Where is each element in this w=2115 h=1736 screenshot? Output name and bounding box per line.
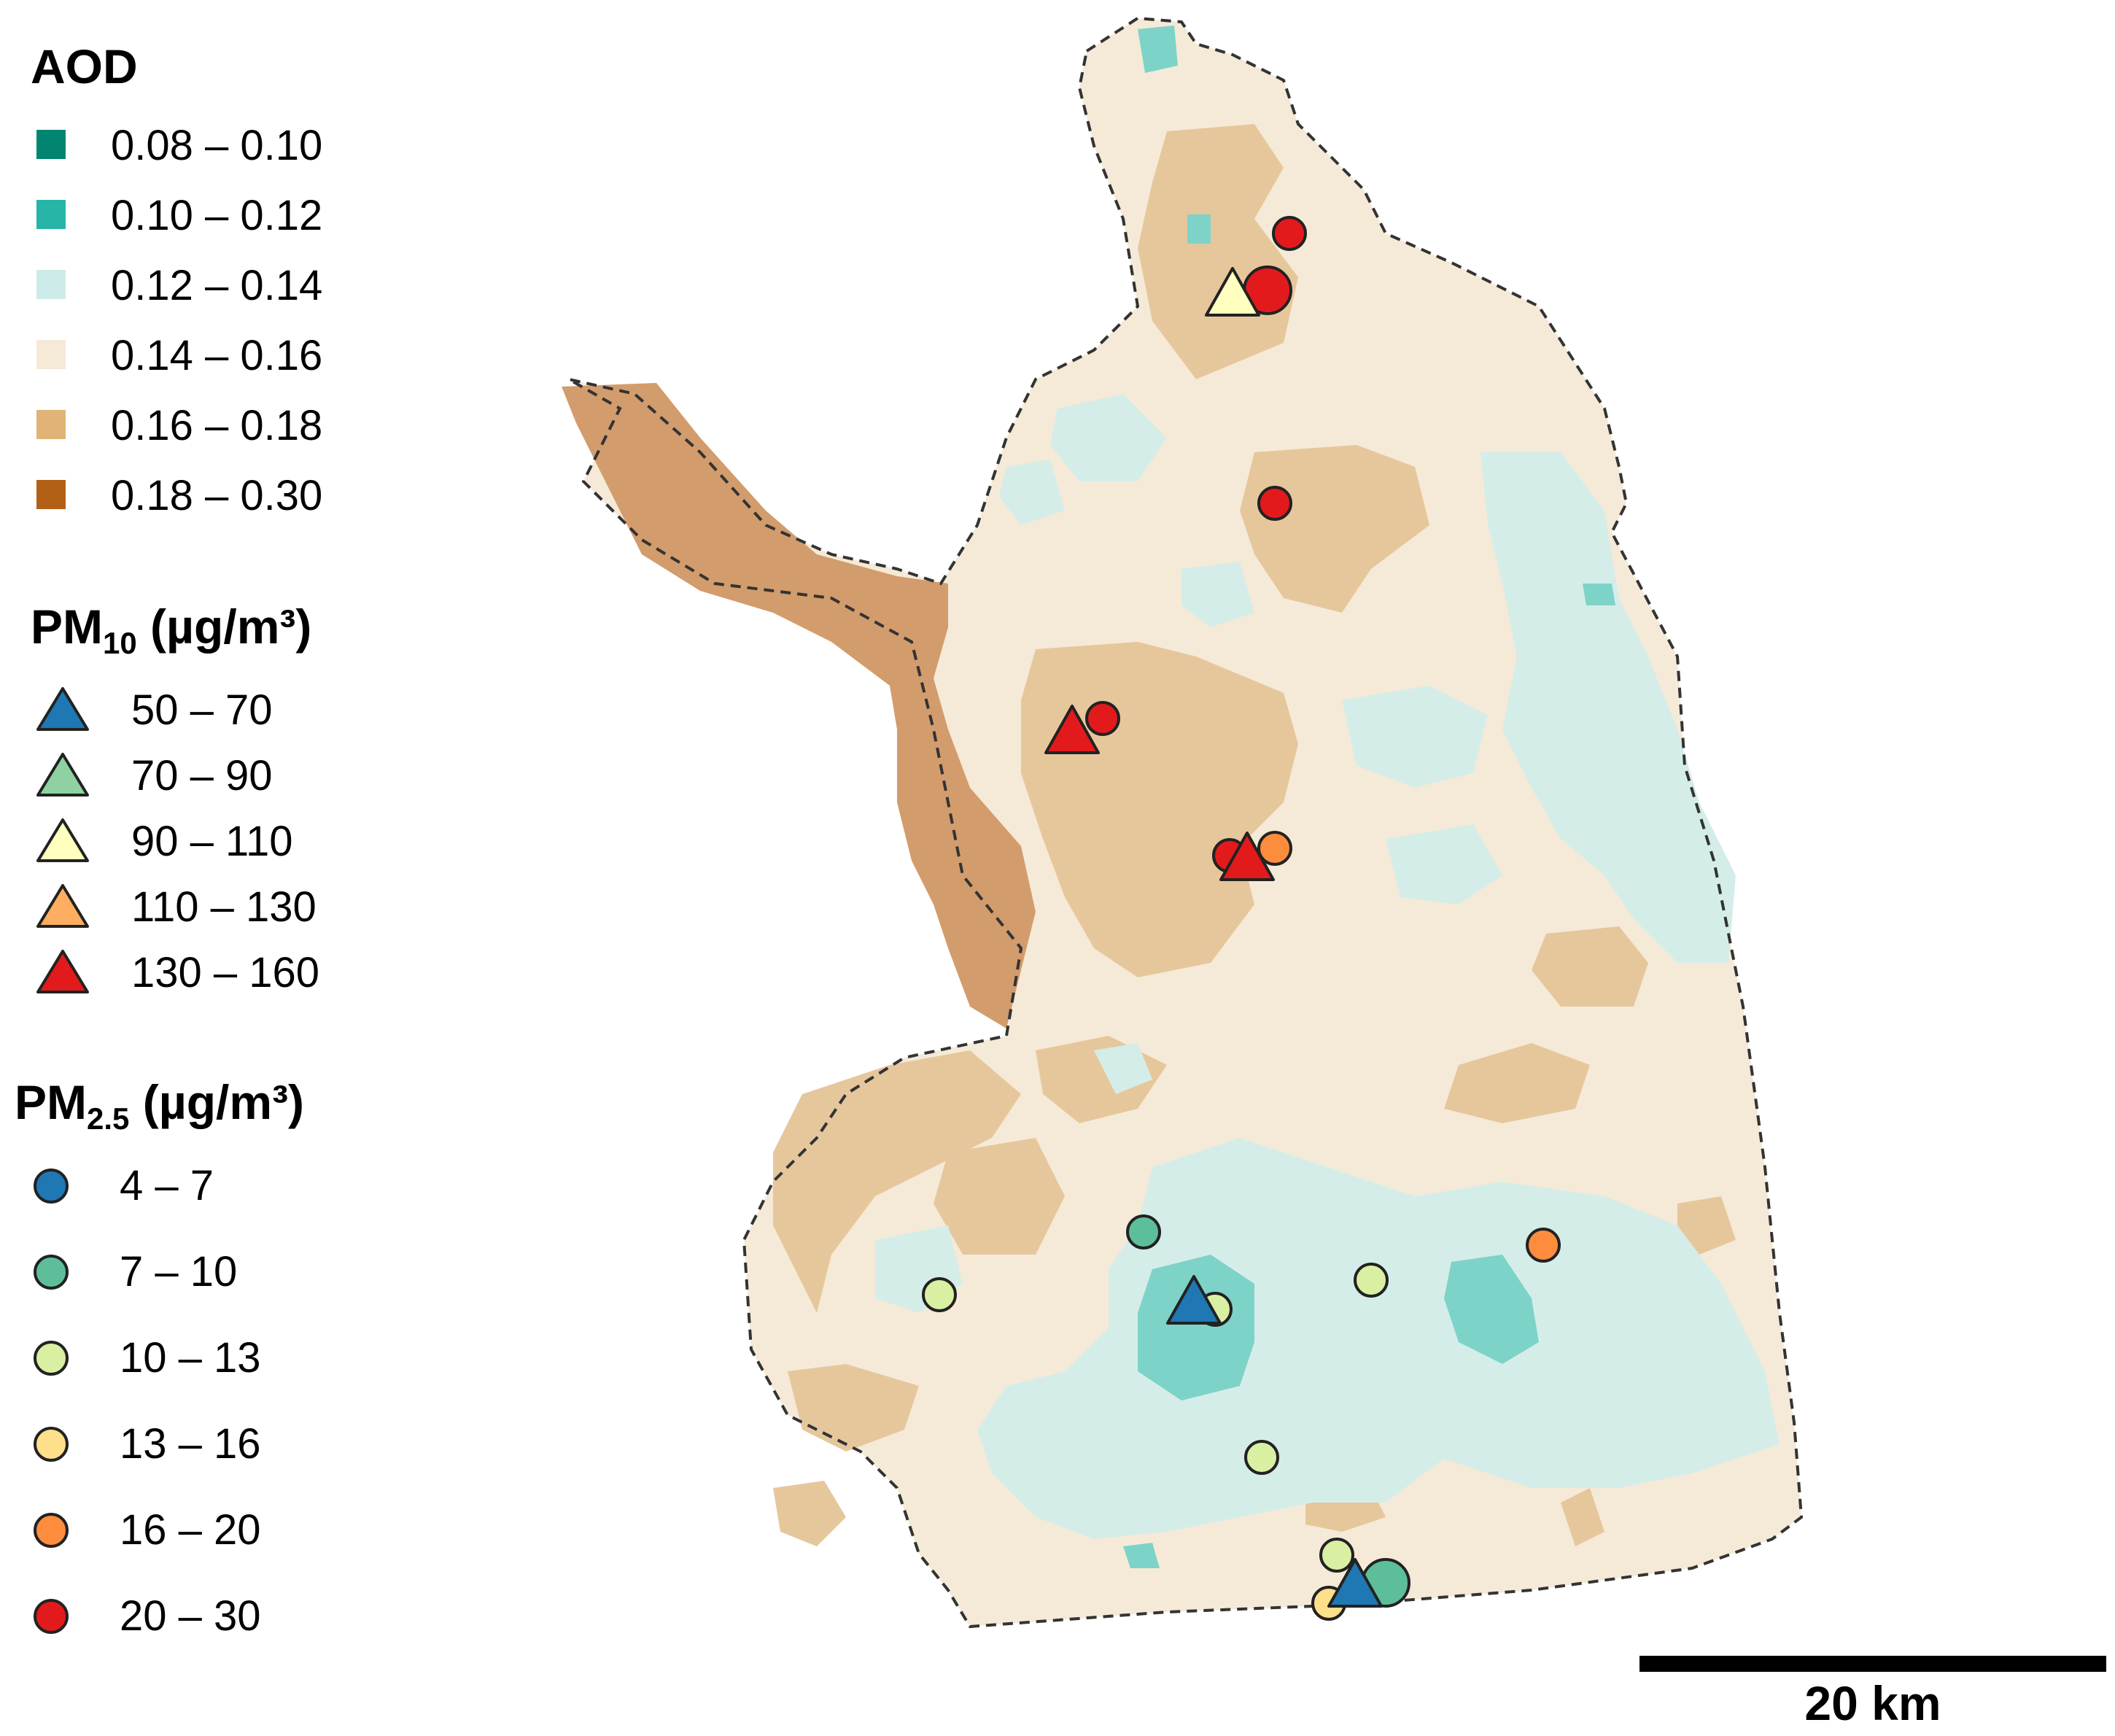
square-swatch-icon (36, 410, 66, 439)
pm25-station[interactable] (1126, 1214, 1161, 1249)
map-legend: AOD 0.08 – 0.10 0.10 – 0.12 0.12 – 0.14 0.1… (0, 0, 379, 1736)
legend-item-label: 70 – 90 (131, 752, 273, 799)
pm25-title-main: PM (15, 1075, 87, 1129)
scale-bar-label: 20 km (1804, 1676, 1941, 1730)
pm25-station[interactable] (1257, 486, 1292, 521)
legend-item-label: 16 – 20 (120, 1506, 261, 1554)
legend-item-label: 130 – 160 (131, 949, 320, 996)
legend-item-pm10: 70 – 90 (29, 747, 379, 805)
legend-item-pm25: 20 – 30 (29, 1587, 379, 1646)
pm10-station[interactable] (1219, 832, 1275, 881)
pm25-station[interactable] (1319, 1538, 1354, 1573)
aod-raster-layer (562, 18, 1801, 1627)
legend-item-label: 13 – 16 (120, 1420, 261, 1468)
circle-marker-icon (34, 1341, 69, 1376)
aod-legend-title: AOD (31, 39, 138, 93)
aod-very-low-patches (1123, 26, 1615, 1568)
legend-item-label: 110 – 130 (131, 883, 317, 931)
pm10-station[interactable] (1327, 1558, 1383, 1608)
circle-marker-icon (34, 1169, 69, 1204)
square-swatch-icon (36, 480, 66, 509)
legend-item-label: 90 – 110 (131, 818, 293, 865)
square-swatch-icon (36, 340, 66, 369)
legend-item-label: 0.18 – 0.30 (111, 472, 323, 519)
legend-item-pm10: 110 – 130 (29, 878, 379, 937)
pm10-title-unit: (µg/m³) (136, 600, 312, 654)
triangle-marker-icon (36, 950, 89, 993)
scale-bar-line (1639, 1656, 2106, 1672)
legend-item-pm25: 4 – 7 (29, 1157, 379, 1215)
triangle-marker-icon (36, 818, 89, 862)
square-swatch-icon (36, 130, 66, 159)
triangle-marker-icon (36, 884, 89, 928)
pm25-title-sub: 2.5 (87, 1101, 130, 1136)
legend-item-pm25: 7 – 10 (29, 1243, 379, 1301)
legend-item-pm10: 50 – 70 (29, 681, 379, 740)
scale-bar: 20 km (1639, 1656, 2106, 1727)
legend-item-label: 0.16 – 0.18 (111, 402, 323, 449)
pm10-title-main: PM (31, 600, 103, 654)
pm25-legend-title: PM2.5 (µg/m³) (15, 1078, 304, 1134)
legend-item-pm25: 10 – 13 (29, 1329, 379, 1387)
pm10-station[interactable] (1166, 1275, 1222, 1325)
legend-item-aod: 0.12 – 0.14 (29, 257, 379, 315)
pm10-stations-layer (1044, 267, 1383, 1608)
study-area-boundary (568, 16, 1804, 1629)
legend-item-aod: 0.08 – 0.10 (29, 117, 379, 175)
legend-item-aod: 0.16 – 0.18 (29, 397, 379, 455)
triangle-marker-icon (36, 753, 89, 797)
legend-item-aod: 0.10 – 0.12 (29, 187, 379, 245)
legend-item-aod: 0.18 – 0.30 (29, 467, 379, 525)
legend-item-label: 4 – 7 (120, 1162, 214, 1209)
pm25-station[interactable] (1244, 1440, 1279, 1475)
legend-item-pm25: 13 – 16 (29, 1415, 379, 1473)
pm25-station[interactable] (1526, 1228, 1561, 1263)
legend-item-label: 50 – 70 (131, 686, 273, 734)
aod-low-patches (875, 394, 1780, 1539)
circle-marker-icon (34, 1599, 69, 1634)
pm25-station[interactable] (1354, 1263, 1389, 1298)
pm25-station[interactable] (1257, 831, 1292, 866)
pm10-station[interactable] (1205, 267, 1260, 317)
legend-item-label: 0.14 – 0.16 (111, 332, 323, 379)
legend-item-pm10: 90 – 110 (29, 813, 379, 871)
pm25-station[interactable] (1272, 216, 1307, 251)
legend-item-aod: 0.14 – 0.16 (29, 327, 379, 385)
circle-marker-icon (34, 1427, 69, 1462)
square-swatch-icon (36, 270, 66, 299)
legend-item-label: 0.12 – 0.14 (111, 262, 323, 309)
circle-marker-icon (34, 1255, 69, 1290)
legend-item-label: 10 – 13 (120, 1334, 261, 1382)
aod-high-west (562, 383, 1036, 1028)
legend-item-pm25: 16 – 20 (29, 1501, 379, 1559)
pm25-title-unit: (µg/m³) (129, 1075, 305, 1129)
legend-item-label: 0.08 – 0.10 (111, 122, 323, 169)
legend-item-pm10: 130 – 160 (29, 944, 379, 1002)
pm10-title-sub: 10 (103, 626, 137, 660)
circle-marker-icon (34, 1513, 69, 1548)
pm10-legend-title: PM10 (µg/m³) (31, 602, 311, 659)
pm10-station[interactable] (1044, 705, 1100, 754)
pm25-station[interactable] (1085, 701, 1120, 736)
legend-item-label: 0.10 – 0.12 (111, 192, 323, 239)
triangle-marker-icon (36, 687, 89, 731)
square-swatch-icon (36, 200, 66, 229)
legend-item-label: 7 – 10 (120, 1248, 238, 1295)
pm25-station[interactable] (922, 1277, 957, 1312)
legend-item-label: 20 – 30 (120, 1592, 261, 1640)
